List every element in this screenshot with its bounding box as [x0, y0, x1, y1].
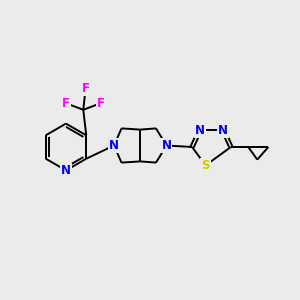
Text: F: F	[97, 97, 105, 110]
Text: S: S	[201, 159, 210, 172]
Text: N: N	[161, 139, 172, 152]
Text: N: N	[195, 124, 205, 137]
Text: N: N	[61, 164, 71, 177]
Text: F: F	[82, 82, 90, 95]
Text: F: F	[62, 97, 70, 110]
Text: N: N	[109, 139, 119, 152]
Text: N: N	[218, 124, 228, 137]
